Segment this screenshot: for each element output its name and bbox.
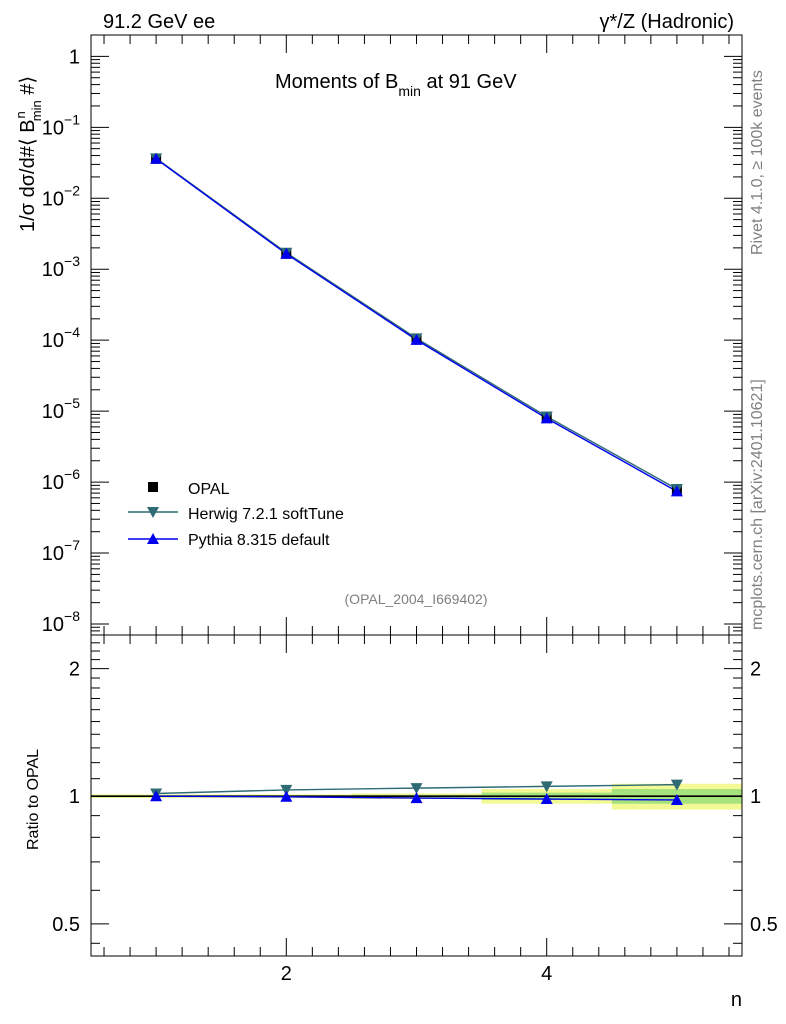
y-tick-base: 10 <box>42 117 64 139</box>
y-tick-base: 10 <box>42 259 64 281</box>
rivet-label: Rivet 4.1.0, ≥ 100k events <box>749 70 766 255</box>
ratio-y-tick-label-right: 2 <box>750 659 761 681</box>
y-tick-label: 10−3 <box>42 253 80 281</box>
x-tick-label: 4 <box>541 963 552 985</box>
ratio-point-herwig <box>540 781 553 793</box>
legend: OPAL Herwig 7.2.1 softTune Pythia 8.315 … <box>128 481 344 549</box>
y-tick-base: 10 <box>42 543 64 565</box>
legend-marker-herwig <box>147 507 159 518</box>
legend-label-opal: OPAL <box>188 481 230 498</box>
header-left: 91.2 GeV ee <box>103 11 215 33</box>
data-point-pythia <box>540 412 553 424</box>
mcplots-label: mcplots.cern.ch [arXiv:2401.10621] <box>749 379 766 630</box>
y-tick-label: 10−6 <box>42 466 80 494</box>
main-title-sub: min <box>398 83 421 99</box>
header-right: γ*/Z (Hadronic) <box>600 11 734 33</box>
y-tick-exp: −4 <box>64 324 80 340</box>
y-tick-label: 1 <box>69 46 80 68</box>
y-tick-base: 10 <box>42 188 64 210</box>
ratio-y-tick-label-right: 1 <box>750 786 761 808</box>
main-title-text: Moments of B <box>275 71 398 93</box>
y-label-sup: n <box>13 111 28 118</box>
analysis-annotation: (OPAL_2004_I669402) <box>345 591 488 607</box>
ratio-y-tick-label-right: 0.5 <box>750 914 778 936</box>
main-y-label: 1/σ dσ/d#⟨ Bnmin #⟩ <box>13 76 44 232</box>
y-tick-base: 10 <box>42 472 64 494</box>
y-label-end: #⟩ <box>17 76 39 100</box>
x-tick-label: 2 <box>281 963 292 985</box>
y-tick-label: 10−1 <box>42 111 80 139</box>
main-title: Moments of Bmin at 91 GeV <box>275 71 517 99</box>
ratio-point-pythia <box>670 793 683 805</box>
series-line <box>155 158 678 492</box>
y-tick-label: 10−5 <box>42 395 80 423</box>
y-tick-base: 10 <box>42 401 64 423</box>
ratio-point-herwig <box>670 779 683 791</box>
data-point-pythia <box>670 485 683 497</box>
y-tick-exp: −8 <box>64 608 80 624</box>
y-tick-label: 10−4 <box>42 324 80 352</box>
main-series <box>150 152 683 497</box>
data-point-pythia <box>410 333 423 345</box>
data-point-pythia <box>150 152 163 164</box>
ratio-y-tick-label-left: 2 <box>69 659 80 681</box>
series-line <box>155 157 678 490</box>
ratio-point-herwig <box>410 783 423 795</box>
ratio-point-pythia <box>410 792 423 804</box>
y-tick-exp: −5 <box>64 395 80 411</box>
y-tick-exp: −6 <box>64 466 80 482</box>
y-tick-exp: −7 <box>64 537 80 553</box>
legend-marker-opal <box>148 482 158 492</box>
y-tick-exp: −2 <box>64 182 80 198</box>
legend-label-pythia: Pythia 8.315 default <box>188 532 330 549</box>
ratio-y-label: Ratio to OPAL <box>25 749 42 850</box>
legend-label-herwig: Herwig 7.2.1 softTune <box>188 506 344 523</box>
ratio-y-ticks: 0.5 0.5 1 1 2 2 <box>52 642 778 944</box>
y-tick-base: 10 <box>42 614 64 636</box>
main-y-ticks: 110−110−210−310−410−510−610−710−8 <box>42 34 742 636</box>
ratio-point-pythia <box>280 790 293 802</box>
ratio-point-pythia <box>150 790 163 802</box>
main-title-end: at 91 GeV <box>421 71 517 93</box>
y-tick-label: 10−8 <box>42 608 80 636</box>
ratio-point-pythia <box>540 793 553 805</box>
y-tick-exp: −3 <box>64 253 80 269</box>
x-axis-label: n <box>731 989 742 1011</box>
y-label-sub: min <box>29 100 44 121</box>
ratio-y-tick-label-left: 1 <box>69 786 80 808</box>
legend-marker-pythia <box>147 533 159 544</box>
data-point-pythia <box>280 247 293 259</box>
ratio-y-tick-label-left: 0.5 <box>52 914 80 936</box>
y-tick-base: 10 <box>42 330 64 352</box>
ratio-series <box>150 779 683 805</box>
main-x-ticks <box>103 35 730 635</box>
y-tick-exp: −1 <box>64 111 80 127</box>
main-panel: 110−110−210−310−410−510−610−710−8 Moment… <box>13 34 743 636</box>
ratio-point-herwig <box>280 784 293 796</box>
y-tick-label: 10−2 <box>42 182 80 210</box>
y-label-part1: 1/σ dσ/d#⟨ B <box>17 119 39 232</box>
y-tick-label: 10−7 <box>42 537 80 565</box>
